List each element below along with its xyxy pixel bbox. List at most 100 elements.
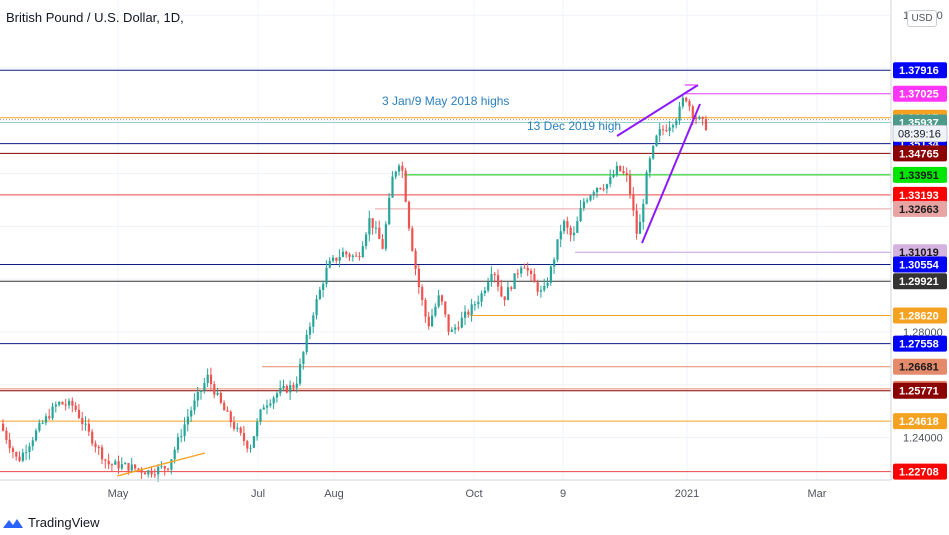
candle-body: [477, 301, 480, 305]
price-level-badge: 1.33951: [893, 166, 947, 183]
candle-body: [71, 400, 74, 406]
candle-down: [404, 167, 407, 203]
candle-body: [180, 436, 183, 438]
candle-down: [622, 165, 625, 175]
candle-up: [54, 401, 57, 413]
candle-up: [645, 170, 648, 205]
tradingview-logo[interactable]: TradingView: [2, 515, 100, 530]
candle-body: [473, 304, 477, 306]
price-level-badge-bg: [893, 186, 947, 203]
candle-body: [318, 289, 321, 300]
candle-up: [351, 253, 354, 262]
candle-body: [467, 311, 470, 315]
candle-body: [411, 228, 414, 251]
candle-body: [698, 116, 701, 119]
candle-body: [569, 227, 572, 236]
candle-body: [434, 306, 437, 316]
price-level-badge-bg: [893, 358, 947, 375]
candle-body: [275, 393, 279, 398]
candle-body: [282, 385, 285, 388]
candle-up: [35, 428, 38, 442]
candle-body: [460, 317, 463, 328]
candle-body: [5, 430, 8, 440]
candle-body: [183, 424, 186, 437]
candle-body: [572, 232, 576, 236]
price-level-badge: 1.37025: [893, 85, 947, 102]
candle-up: [454, 323, 457, 335]
candle-down: [526, 262, 529, 277]
candle-body: [186, 416, 189, 425]
candle-down: [81, 411, 84, 431]
candle-body: [163, 466, 166, 469]
candle-down: [104, 458, 107, 469]
candle-up: [431, 308, 434, 328]
candle-body: [407, 201, 411, 229]
candle-up: [450, 327, 453, 333]
candle-down: [101, 444, 104, 465]
currency-badge[interactable]: USD: [907, 10, 937, 27]
price-level-badge-bg: [893, 256, 947, 273]
candle-down: [117, 455, 120, 475]
price-level-badge-text: 1.34765: [899, 148, 939, 160]
candle-body: [233, 422, 236, 429]
candle-down: [685, 96, 688, 103]
candle-body: [619, 165, 622, 171]
candle-body: [44, 416, 48, 423]
candle-body: [295, 383, 298, 388]
price-level-badge-text: 1.27558: [899, 339, 939, 351]
price-level-badge: 1.25771: [893, 382, 947, 399]
candle-body: [328, 260, 331, 268]
candle-down: [401, 161, 404, 179]
candle-body: [384, 224, 387, 249]
candle-up: [487, 277, 490, 293]
candle-down: [467, 309, 470, 318]
candle-up: [282, 379, 285, 392]
candle-body: [365, 234, 368, 247]
candle-up: [262, 404, 265, 410]
price-level-badge: 1.22708: [893, 463, 947, 480]
candle-down: [229, 410, 232, 428]
candle-body: [417, 268, 420, 288]
candle-down: [163, 465, 166, 476]
candle-body: [645, 172, 648, 205]
candle-body: [130, 464, 133, 471]
candle-body: [206, 374, 209, 383]
candle-body: [239, 427, 242, 433]
price-level-badge-bg: [893, 463, 947, 480]
candle-down: [348, 252, 351, 262]
candle-body: [648, 158, 651, 173]
candle-body: [549, 266, 552, 283]
price-level-badge: 1.34765: [893, 145, 947, 162]
candle-body: [404, 170, 407, 202]
price-level-badge-text: 1.26681: [899, 362, 939, 374]
tradingview-icon: [3, 518, 23, 528]
candle-body: [582, 201, 585, 209]
candle-up: [41, 420, 44, 425]
candle-body: [101, 447, 104, 460]
annotation-2018-highs: 3 Jan/9 May 2018 highs: [382, 94, 509, 108]
candle-down: [516, 268, 519, 279]
candle-up: [553, 257, 556, 274]
symbol-title: British Pound / U.S. Dollar, 1D,: [6, 10, 184, 25]
candle-up: [299, 358, 302, 386]
candle-up: [398, 163, 401, 176]
candle-up: [546, 277, 549, 289]
candle-up: [576, 216, 579, 234]
candle-body: [272, 397, 275, 404]
candle-body: [120, 464, 123, 469]
candle-down: [371, 218, 374, 235]
candle-body: [302, 352, 305, 364]
price-level-badge: 1.27558: [893, 335, 947, 352]
candle-body: [523, 267, 526, 269]
candle-up: [338, 249, 341, 268]
candle-body: [615, 165, 618, 175]
candle-body: [470, 304, 473, 315]
candle-body: [335, 257, 338, 261]
candle-body: [629, 175, 632, 195]
candle-body: [84, 423, 87, 425]
candle-body: [107, 460, 110, 465]
time-tick-label: Oct: [465, 488, 482, 500]
candle-body: [249, 447, 252, 449]
candle-body: [454, 327, 457, 330]
